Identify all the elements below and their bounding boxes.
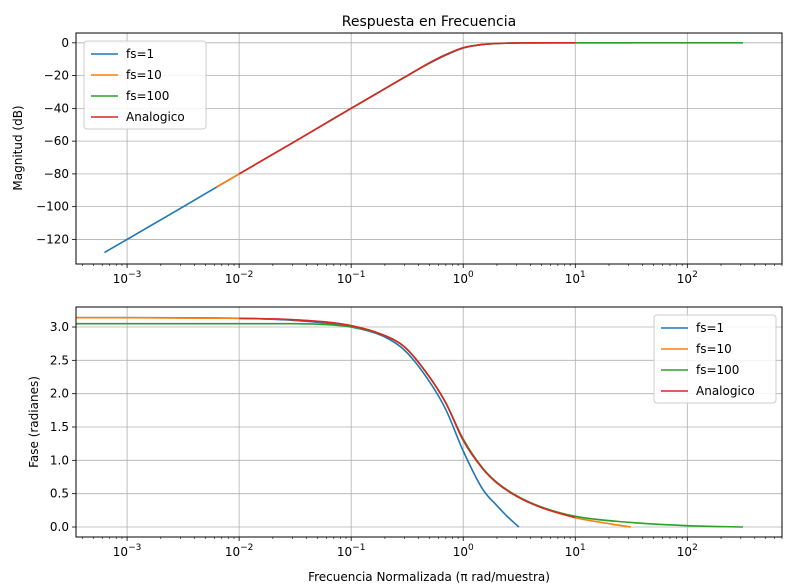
y-tick-label: 1.0: [50, 453, 69, 467]
phase-series: [75, 316, 744, 528]
legend-entry: fs=100: [126, 89, 169, 103]
y-tick-label: 2.5: [50, 353, 69, 367]
magnitude-plot: 10−3 10−2 10−1 100 101 102 0 −20 −40 −60 −80 −100 −1…: [11, 14, 783, 286]
legend-box: [83, 40, 207, 130]
x-tick-label: 101: [565, 270, 586, 286]
phase-ylabel: Fase (radianes): [27, 376, 41, 468]
y-tick-label: −120: [36, 232, 69, 246]
legend-entry: fs=100: [696, 363, 739, 377]
magnitude-legend: fs=1 fs=10 fs=100 Analogico: [83, 40, 207, 130]
y-tick-label: 2.0: [50, 387, 69, 401]
x-tick-label: 10−2: [225, 543, 254, 559]
magnitude-series: [104, 42, 743, 254]
phase-plot-frame: [75, 306, 783, 538]
legend-entry: fs=1: [126, 47, 154, 61]
x-tick-label: 101: [565, 543, 586, 559]
x-tick-label: 100: [453, 543, 474, 559]
x-tick-label: 102: [677, 270, 698, 286]
y-tick-label: −100: [36, 200, 69, 214]
legend-entry: fs=1: [696, 321, 724, 335]
legend-entry: Analogico: [696, 384, 755, 398]
y-tick-label: 0.0: [50, 520, 69, 534]
series-line: [239, 317, 576, 519]
phase-xlabel: Frecuencia Normalizada (π rad/muestra): [308, 570, 550, 584]
phase-plot: 10−3 10−2 10−1 100 101 102 0.0 0.5 1.0 1.5 2.0 2.5 3…: [27, 306, 783, 584]
x-tick-label: 102: [677, 543, 698, 559]
y-tick-label: −80: [44, 167, 69, 181]
legend-entry: fs=10: [696, 342, 732, 356]
y-tick-label: 0.5: [50, 487, 69, 501]
x-tick-label: 10−1: [337, 543, 366, 559]
y-tick-label: 1.5: [50, 420, 69, 434]
y-tick-label: −20: [44, 69, 69, 83]
y-tick-label: 3.0: [50, 320, 69, 334]
magnitude-ylabel: Magnitud (dB): [11, 105, 25, 190]
x-tick-label: 10−2: [225, 270, 254, 286]
magnitude-title: Respuesta en Frecuencia: [342, 14, 516, 30]
phase-legend: fs=1 fs=10 fs=100 Analogico: [653, 314, 777, 404]
y-tick-label: −40: [44, 101, 69, 115]
legend-entry: fs=10: [126, 68, 162, 82]
legend-box: [653, 314, 777, 404]
x-tick-label: 100: [453, 270, 474, 286]
x-tick-label: 10−3: [113, 270, 142, 286]
y-tick-label: −60: [44, 134, 69, 148]
legend-entry: Analogico: [126, 110, 185, 124]
y-tick-label: 0: [61, 36, 69, 50]
x-tick-label: 10−1: [337, 270, 366, 286]
magnitude-plot-frame: [75, 32, 783, 265]
x-tick-label: 10−3: [113, 543, 142, 559]
series-line: [238, 42, 576, 175]
